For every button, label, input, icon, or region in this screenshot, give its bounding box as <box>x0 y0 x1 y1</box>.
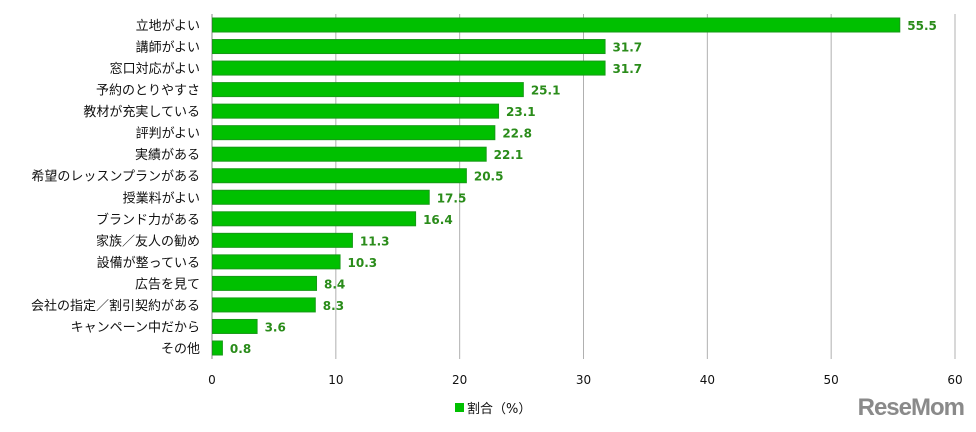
bar <box>212 254 341 270</box>
value-label: 22.1 <box>494 148 524 162</box>
value-label: 8.4 <box>324 277 345 291</box>
x-tick-label: 0 <box>208 373 216 387</box>
bar <box>212 125 496 141</box>
bar <box>212 146 487 162</box>
bar <box>212 103 500 119</box>
x-tick-label: 30 <box>576 373 591 387</box>
legend: 割合（%） <box>455 398 531 417</box>
value-label: 31.7 <box>613 62 643 76</box>
x-tick-label: 40 <box>700 373 715 387</box>
bar <box>212 39 606 55</box>
category-label: 広告を見て <box>135 277 200 292</box>
resemom-logo: ReseMom <box>857 394 965 421</box>
x-tick-label: 60 <box>947 373 962 387</box>
bar <box>212 168 467 184</box>
bar <box>212 82 524 98</box>
category-label: 設備が整っている <box>97 255 200 271</box>
bar <box>212 232 353 248</box>
category-label: 授業料がよい <box>123 190 200 206</box>
value-label: 11.3 <box>360 234 390 248</box>
category-label: 講師がよい <box>136 40 200 56</box>
category-label: 予約のとりやすさ <box>96 84 200 99</box>
category-label: 家族／友人の勧め <box>96 233 200 249</box>
category-label: ブランド力がある <box>96 212 200 228</box>
category-label: キャンペーン中だから <box>71 320 200 335</box>
category-label: 評判がよい <box>136 127 200 142</box>
value-label: 22.8 <box>502 127 532 141</box>
value-label: 25.1 <box>531 84 561 98</box>
category-label: 会社の指定／割引契約がある <box>31 298 200 314</box>
legend-label: 割合（%） <box>467 402 532 417</box>
value-label: 10.3 <box>348 256 378 270</box>
bar <box>212 60 606 76</box>
category-label: 立地がよい <box>136 19 200 34</box>
category-label: 窓口対応がよい <box>110 61 200 77</box>
bar-chart: 0 10 20 30 40 50 60 立地がよい 55.5 講師がよい 31.7 窓口対応がよい 31… <box>31 14 963 387</box>
value-label: 16.4 <box>423 213 453 227</box>
value-label: 17.5 <box>437 191 467 205</box>
bar <box>212 340 223 356</box>
value-label: 23.1 <box>506 105 536 119</box>
value-label: 8.3 <box>323 299 344 313</box>
category-label: 教材が充実している <box>83 104 200 120</box>
bar <box>212 17 901 33</box>
category-label: 実績がある <box>135 147 200 163</box>
bar <box>212 318 258 334</box>
legend-swatch <box>455 403 464 412</box>
bar <box>212 189 430 205</box>
bar <box>212 297 316 313</box>
x-tick-label: 10 <box>328 373 343 387</box>
bar <box>212 211 417 227</box>
value-label: 20.5 <box>474 170 504 184</box>
value-label: 31.7 <box>613 41 643 55</box>
value-label: 0.8 <box>230 342 251 356</box>
bar <box>212 275 318 291</box>
x-tick-label: 20 <box>452 373 467 387</box>
x-tick-label: 50 <box>824 373 839 387</box>
value-label: 3.6 <box>265 320 286 334</box>
category-label: その他 <box>161 342 200 357</box>
category-label: 希望のレッスンプランがある <box>31 169 200 185</box>
value-label: 55.5 <box>907 19 937 33</box>
